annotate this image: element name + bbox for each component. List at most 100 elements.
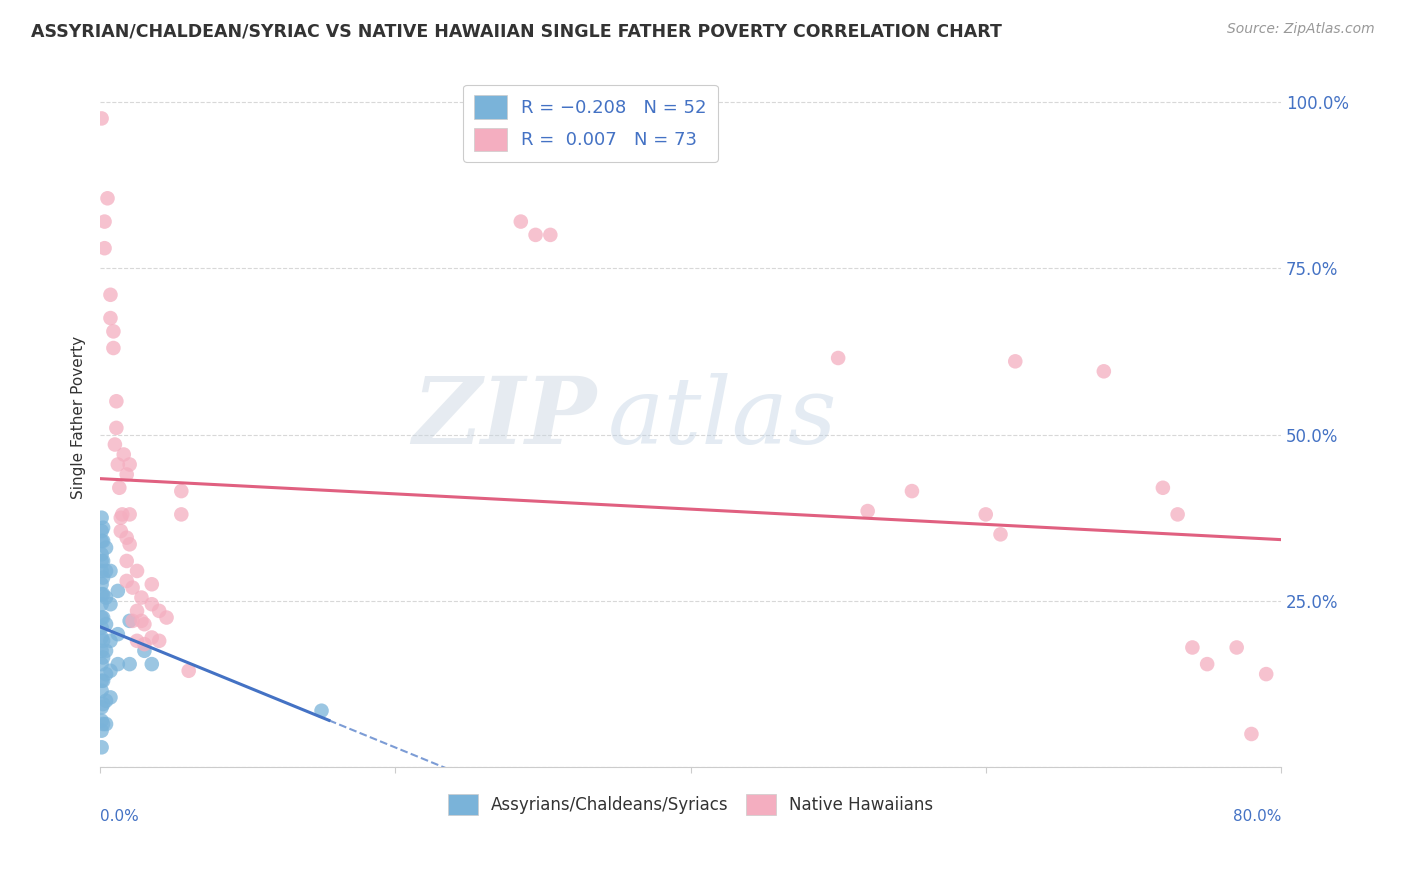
Point bbox=[100, 597, 122, 611]
Point bbox=[90, 534, 112, 549]
Point bbox=[107, 627, 129, 641]
Point bbox=[827, 351, 849, 365]
Point bbox=[115, 554, 138, 568]
Point bbox=[90, 524, 112, 538]
Point bbox=[90, 631, 112, 645]
Point bbox=[91, 610, 114, 624]
Text: atlas: atlas bbox=[607, 373, 838, 463]
Point bbox=[131, 591, 153, 605]
Point bbox=[107, 583, 129, 598]
Text: ASSYRIAN/CHALDEAN/SYRIAC VS NATIVE HAWAIIAN SINGLE FATHER POVERTY CORRELATION CH: ASSYRIAN/CHALDEAN/SYRIAC VS NATIVE HAWAI… bbox=[31, 22, 1002, 40]
Point bbox=[91, 633, 114, 648]
Point bbox=[90, 112, 112, 126]
Point bbox=[115, 531, 138, 545]
Point bbox=[90, 644, 112, 658]
Point bbox=[90, 740, 112, 755]
Point bbox=[990, 527, 1012, 541]
Point bbox=[94, 617, 117, 632]
Point bbox=[91, 587, 114, 601]
Point bbox=[118, 508, 141, 522]
Point bbox=[103, 325, 125, 339]
Point bbox=[107, 657, 129, 672]
Point bbox=[131, 614, 153, 628]
Point bbox=[93, 241, 115, 255]
Point bbox=[94, 644, 117, 658]
Point bbox=[509, 214, 531, 228]
Point bbox=[125, 633, 148, 648]
Point bbox=[90, 683, 112, 698]
Text: 0.0%: 0.0% bbox=[100, 809, 139, 824]
Point bbox=[96, 191, 118, 205]
Text: ZIP: ZIP bbox=[412, 373, 596, 463]
Point bbox=[90, 657, 112, 672]
Point bbox=[170, 508, 193, 522]
Point bbox=[90, 673, 112, 688]
Point bbox=[91, 554, 114, 568]
Point bbox=[90, 587, 112, 601]
Point bbox=[141, 631, 163, 645]
Point bbox=[901, 484, 924, 499]
Point bbox=[121, 614, 143, 628]
Legend: Assyrians/Chaldeans/Syriacs, Native Hawaiians: Assyrians/Chaldeans/Syriacs, Native Hawa… bbox=[441, 787, 939, 822]
Point bbox=[100, 564, 122, 578]
Point bbox=[94, 717, 117, 731]
Point bbox=[1092, 364, 1115, 378]
Point bbox=[1197, 657, 1219, 672]
Text: 80.0%: 80.0% bbox=[1233, 809, 1281, 824]
Point bbox=[125, 564, 148, 578]
Point bbox=[170, 484, 193, 499]
Point bbox=[90, 700, 112, 714]
Point bbox=[93, 214, 115, 228]
Point bbox=[110, 524, 132, 538]
Point bbox=[118, 537, 141, 551]
Point bbox=[177, 664, 200, 678]
Point bbox=[105, 421, 128, 435]
Point bbox=[148, 604, 170, 618]
Point bbox=[94, 667, 117, 681]
Point bbox=[94, 541, 117, 555]
Point bbox=[90, 554, 112, 568]
Point bbox=[1240, 727, 1263, 741]
Point bbox=[155, 610, 177, 624]
Point bbox=[1256, 667, 1278, 681]
Point bbox=[134, 637, 156, 651]
Point bbox=[1167, 508, 1189, 522]
Point bbox=[974, 508, 997, 522]
Point bbox=[91, 534, 114, 549]
Point bbox=[121, 581, 143, 595]
Point bbox=[91, 717, 114, 731]
Point bbox=[134, 617, 156, 632]
Point bbox=[94, 694, 117, 708]
Point bbox=[100, 311, 122, 326]
Point bbox=[103, 341, 125, 355]
Point bbox=[91, 521, 114, 535]
Point bbox=[118, 458, 141, 472]
Point bbox=[90, 620, 112, 634]
Point bbox=[118, 657, 141, 672]
Point bbox=[91, 571, 114, 585]
Point bbox=[311, 704, 333, 718]
Point bbox=[107, 458, 129, 472]
Point bbox=[94, 591, 117, 605]
Point bbox=[141, 657, 163, 672]
Point bbox=[148, 633, 170, 648]
Point bbox=[90, 547, 112, 561]
Point bbox=[115, 467, 138, 482]
Point bbox=[90, 510, 112, 524]
Point bbox=[90, 577, 112, 591]
Point bbox=[110, 510, 132, 524]
Point bbox=[111, 508, 134, 522]
Point bbox=[115, 574, 138, 588]
Point bbox=[90, 714, 112, 728]
Point bbox=[91, 650, 114, 665]
Point bbox=[100, 690, 122, 705]
Text: Source: ZipAtlas.com: Source: ZipAtlas.com bbox=[1227, 22, 1375, 37]
Point bbox=[90, 597, 112, 611]
Point bbox=[141, 577, 163, 591]
Point bbox=[538, 227, 561, 242]
Point bbox=[90, 610, 112, 624]
Point bbox=[856, 504, 879, 518]
Point bbox=[100, 287, 122, 301]
Point bbox=[104, 437, 127, 451]
Point bbox=[91, 673, 114, 688]
